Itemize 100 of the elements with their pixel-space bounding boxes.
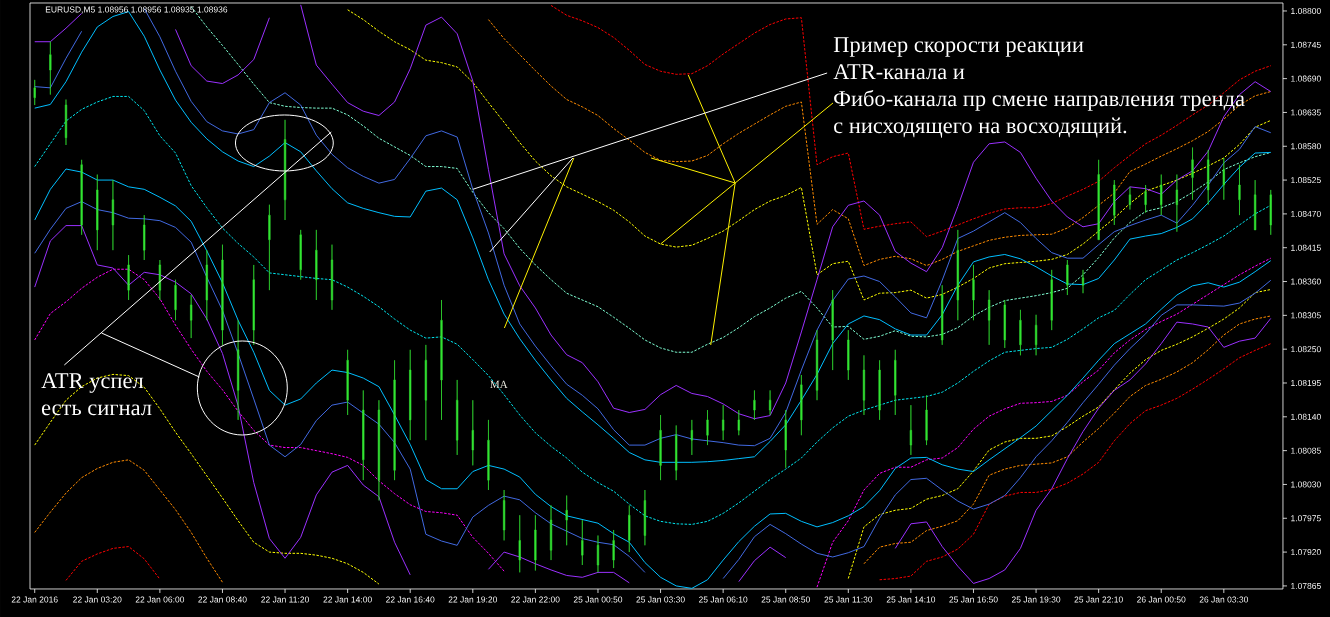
candlestick [815,329,819,401]
candlestick [330,244,334,311]
y-tick-label: 1.08030 [1291,481,1321,488]
candlestick [1113,179,1116,226]
candlestick [1160,174,1163,216]
candlestick [628,505,631,553]
candlestick [471,399,474,466]
candlestick [534,514,537,571]
line-series [347,9,1272,301]
candlestick [1222,157,1225,201]
y-tick-label: 1.08635 [1291,109,1321,116]
candlestick [862,355,866,416]
x-tick-label: 25 Jan 00:50 [573,596,623,603]
y-tick-label: 1.08085 [1291,447,1321,454]
candlestick [221,244,224,346]
candlestick [737,409,740,436]
x-tick-label: 22 Jan 16:40 [386,596,435,603]
candlestick [1034,314,1038,356]
candlestick [190,294,193,339]
y-tick-label: 1.08195 [1291,379,1321,386]
candlestick [127,254,130,301]
candlestick [346,349,349,416]
candlestick [956,229,959,321]
candlestick [925,394,928,446]
candlestick [1254,179,1257,231]
annotation: ATR успел [41,373,144,393]
candlestick [205,249,208,321]
y-tick-label: 1.08580 [1291,143,1321,150]
candlestick [252,264,255,346]
candlestick [1003,299,1006,349]
y-tick-label: 1.08250 [1291,346,1321,353]
candlestick [659,414,662,481]
candlestick [1191,147,1194,201]
x-tick-label: 26 Jan 00:50 [1137,596,1186,603]
candlestick [1128,186,1132,210]
candlestick [299,229,302,280]
x-tick-label: 25 Jan 14:10 [886,596,936,603]
candlestick [1207,149,1210,205]
y-tick-label: 1.08360 [1291,278,1321,285]
candlestick [33,79,36,106]
x-tick-label: 22 Jan 11:20 [261,596,309,603]
candlestick [283,119,287,221]
candlestick [581,519,584,566]
candlestick [49,41,52,95]
candlestick [675,425,678,481]
y-tick-label: 1.08525 [1291,177,1321,184]
candlestick [174,279,177,321]
candlestick [769,390,772,416]
x-tick-label: 22 Jan 19:20 [448,596,498,603]
candlestick [362,390,365,481]
candlestick [80,159,83,236]
x-tick-label: 25 Jan 06:10 [698,596,748,603]
candlestick [878,359,881,421]
candlestick [753,390,756,421]
candlestick [237,319,240,421]
candlestick [158,259,161,301]
x-tick-label: 22 Jan 14:00 [323,596,372,603]
candlestick [690,419,693,456]
candlestick [440,299,443,421]
candlestick [1050,269,1053,331]
candlestick [315,229,318,301]
candlestick [96,174,99,251]
candlestick [518,514,521,573]
x-tick-label: 25 Jan 22:10 [1074,596,1123,603]
candlestick [1269,189,1272,236]
candlestick [1238,164,1241,216]
candlestick [847,329,850,381]
line-series [487,19,1272,267]
x-tick-label: 26 Jan 03:30 [1199,596,1249,603]
candlestick [988,289,991,346]
candlestick [1066,259,1069,296]
candlestick [800,374,803,436]
line-series [550,4,1272,238]
x-tick-label: 25 Jan 16:50 [949,596,998,603]
candlestick [111,179,115,251]
candlestick [377,399,381,501]
candlestick [456,379,459,456]
annotation: есть сигнал [41,404,152,416]
annotation: Пример скорости реакции ATR-канала и [833,37,1084,80]
candlestick [1144,184,1147,213]
candlestick [972,264,975,321]
x-tick-label: 25 Jan 19:30 [1011,596,1061,603]
x-tick-label: 25 Jan 11:30 [824,596,873,603]
candlestick [894,349,897,416]
y-tick-label: 1.08305 [1291,312,1321,319]
candlestick [565,495,568,546]
chart-title: EURUSD,M5 1.08956 1.08956 1.08935 1.08936 [45,6,228,14]
candlestick [1097,159,1100,241]
y-tick-label: 1.08470 [1291,210,1321,217]
candlestick [549,505,553,561]
y-tick-label: 1.07865 [1291,582,1321,589]
candlestick [612,529,615,569]
x-tick-label: 22 Jan 08:40 [198,596,247,603]
y-tick-label: 1.08800 [1291,7,1321,14]
x-tick-label: 22 Jan 06:00 [135,596,185,603]
x-tick-label: 22 Jan 22:00 [511,596,560,603]
candlestick [941,284,944,346]
candlestick [722,404,725,441]
candlestick [909,404,912,456]
candlestick [1019,309,1022,356]
